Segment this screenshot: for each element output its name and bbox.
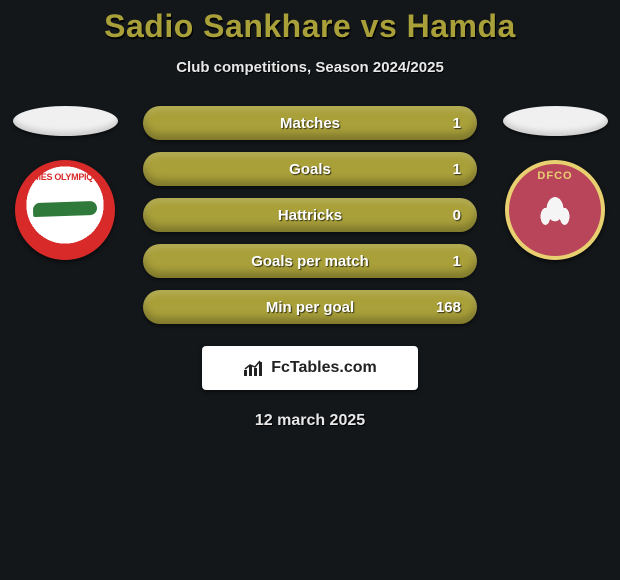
right-team-badge: DFCO xyxy=(505,160,605,260)
attribution-badge: FcTables.com xyxy=(202,346,418,390)
right-player-photo-placeholder xyxy=(503,106,608,136)
stat-right-value: 1 xyxy=(453,115,461,132)
subtitle: Club competitions, Season 2024/2025 xyxy=(0,59,620,76)
right-team-badge-text: DFCO xyxy=(509,170,601,182)
stat-label: Goals per match xyxy=(143,253,477,270)
left-team-badge-text: NIMES OLYMPIQUE xyxy=(15,172,115,182)
stat-label: Hattricks xyxy=(143,207,477,224)
stat-right-value: 168 xyxy=(436,299,461,316)
stat-bar: Goals 1 xyxy=(143,152,477,186)
stat-bar: Hattricks 0 xyxy=(143,198,477,232)
page-title: Sadio Sankhare vs Hamda xyxy=(0,8,620,45)
stat-bar: Goals per match 1 xyxy=(143,244,477,278)
comparison-infographic: Sadio Sankhare vs Hamda Club competition… xyxy=(0,0,620,430)
left-team-badge: NIMES OLYMPIQUE xyxy=(15,160,115,260)
stats-bars: Matches 1 Goals 1 Hattricks 0 Goals per … xyxy=(125,106,495,336)
stat-right-value: 1 xyxy=(453,161,461,178)
stat-label: Matches xyxy=(143,115,477,132)
stat-right-value: 0 xyxy=(453,207,461,224)
stat-bar: Matches 1 xyxy=(143,106,477,140)
date-text: 12 march 2025 xyxy=(0,412,620,430)
stat-right-value: 1 xyxy=(453,253,461,270)
left-player-col: NIMES OLYMPIQUE xyxy=(5,106,125,260)
stat-bar: Min per goal 168 xyxy=(143,290,477,324)
main-row: NIMES OLYMPIQUE Matches 1 Goals 1 Hattri… xyxy=(0,106,620,336)
stat-label: Goals xyxy=(143,161,477,178)
left-player-photo-placeholder xyxy=(13,106,118,136)
bar-chart-icon xyxy=(243,359,265,377)
right-player-col: DFCO xyxy=(495,106,615,260)
attribution-text: FcTables.com xyxy=(271,359,377,377)
stat-label: Min per goal xyxy=(143,299,477,316)
